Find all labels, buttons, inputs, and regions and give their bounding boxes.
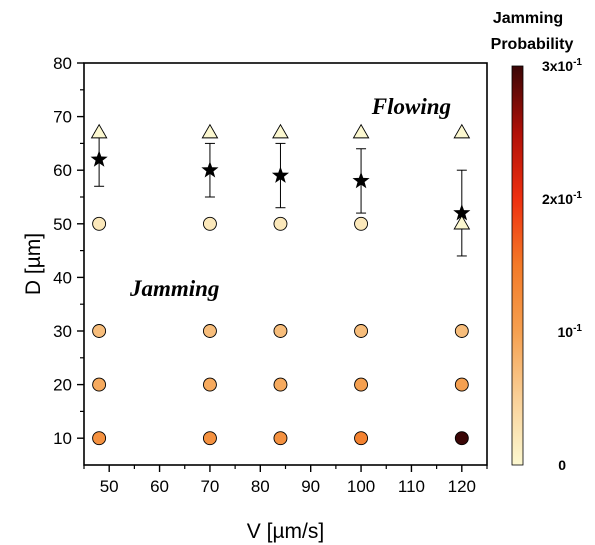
y-tick-label-20: 20	[53, 376, 72, 395]
circle-point-12	[354, 431, 369, 446]
plot-axes: 50 60 70 80 90 100 110 120 10 20 30 40 50 60 70 80	[53, 54, 488, 496]
triangle-point-3	[352, 123, 370, 139]
circle-point-3	[92, 216, 107, 231]
circle-point-16	[454, 431, 469, 446]
x-tick-label-110: 110	[398, 477, 425, 496]
x-tick-label-100: 100	[347, 477, 375, 496]
circle-point-15	[354, 216, 369, 231]
data-marks	[90, 123, 471, 446]
x-tick-label-60: 60	[150, 477, 169, 496]
circle-point-0	[92, 431, 107, 446]
circle-point-1	[92, 377, 107, 392]
y-tick-label-40: 40	[53, 268, 72, 287]
colorbar-tick-label-3: 3x10-1	[542, 57, 582, 74]
triangle-point-2	[272, 123, 289, 139]
x-tick-label-70: 70	[200, 477, 219, 496]
colorbar-tick-exponent-1: -1	[573, 323, 582, 334]
y-axis-title: D [µm]	[22, 233, 45, 295]
colorbar-title-line-2: Probability	[491, 36, 574, 53]
colorbar-tick-label-0: 0	[558, 457, 566, 473]
circle-point-13	[354, 377, 369, 392]
y-tick-label-30: 30	[53, 322, 72, 341]
circle-point-18	[454, 324, 469, 338]
star-point-3	[352, 171, 370, 189]
star-point-2	[271, 166, 290, 183]
circle-point-7	[202, 216, 217, 231]
colorbar-gradient	[511, 65, 524, 466]
colorbar-tick-label-1: 10-1	[558, 323, 583, 340]
x-tick-label-80: 80	[251, 477, 270, 496]
circle-point-11	[273, 216, 288, 231]
triangle-point-4	[453, 123, 471, 139]
circle-point-8	[273, 431, 288, 446]
plot-frame	[83, 62, 488, 466]
triangle-point-0	[90, 123, 108, 139]
annotation-jamming: Jamming	[129, 276, 219, 301]
star-point-0	[90, 150, 108, 167]
circle-point-2	[92, 324, 107, 338]
circle-point-4	[202, 431, 217, 446]
triangle-point-1	[201, 123, 219, 139]
colorbar-title-line-1: Jamming	[493, 10, 563, 27]
circle-point-14	[354, 324, 369, 338]
circle-point-5	[202, 377, 217, 392]
x-tick-label-90: 90	[301, 477, 320, 496]
star-point-1	[201, 161, 219, 178]
x-tick-label-50: 50	[100, 477, 119, 496]
x-tick-label-120: 120	[448, 477, 476, 496]
y-tick-label-70: 70	[53, 108, 72, 127]
circle-point-9	[273, 377, 288, 392]
colorbar-tick-label-2: 2x10-1	[542, 190, 582, 207]
circle-point-10	[273, 324, 288, 338]
circle-point-6	[202, 324, 217, 338]
y-tick-label-80: 80	[53, 54, 72, 73]
colorbar-tick-exponent-3: -1	[573, 57, 582, 68]
annotation-flowing: Flowing	[371, 94, 451, 119]
y-tick-label-10: 10	[53, 429, 72, 448]
star-point-4	[453, 204, 471, 221]
y-tick-label-50: 50	[53, 215, 72, 234]
colorbar-tick-exponent-2: -1	[573, 190, 582, 201]
x-axis-title: V [µm/s]	[247, 520, 324, 543]
triangle-point-5	[453, 214, 471, 230]
colorbar: Jamming Probability 0 10-1 2x10-1 3x10-1	[491, 10, 583, 473]
y-tick-label-60: 60	[53, 161, 72, 180]
circle-point-17	[454, 377, 469, 392]
